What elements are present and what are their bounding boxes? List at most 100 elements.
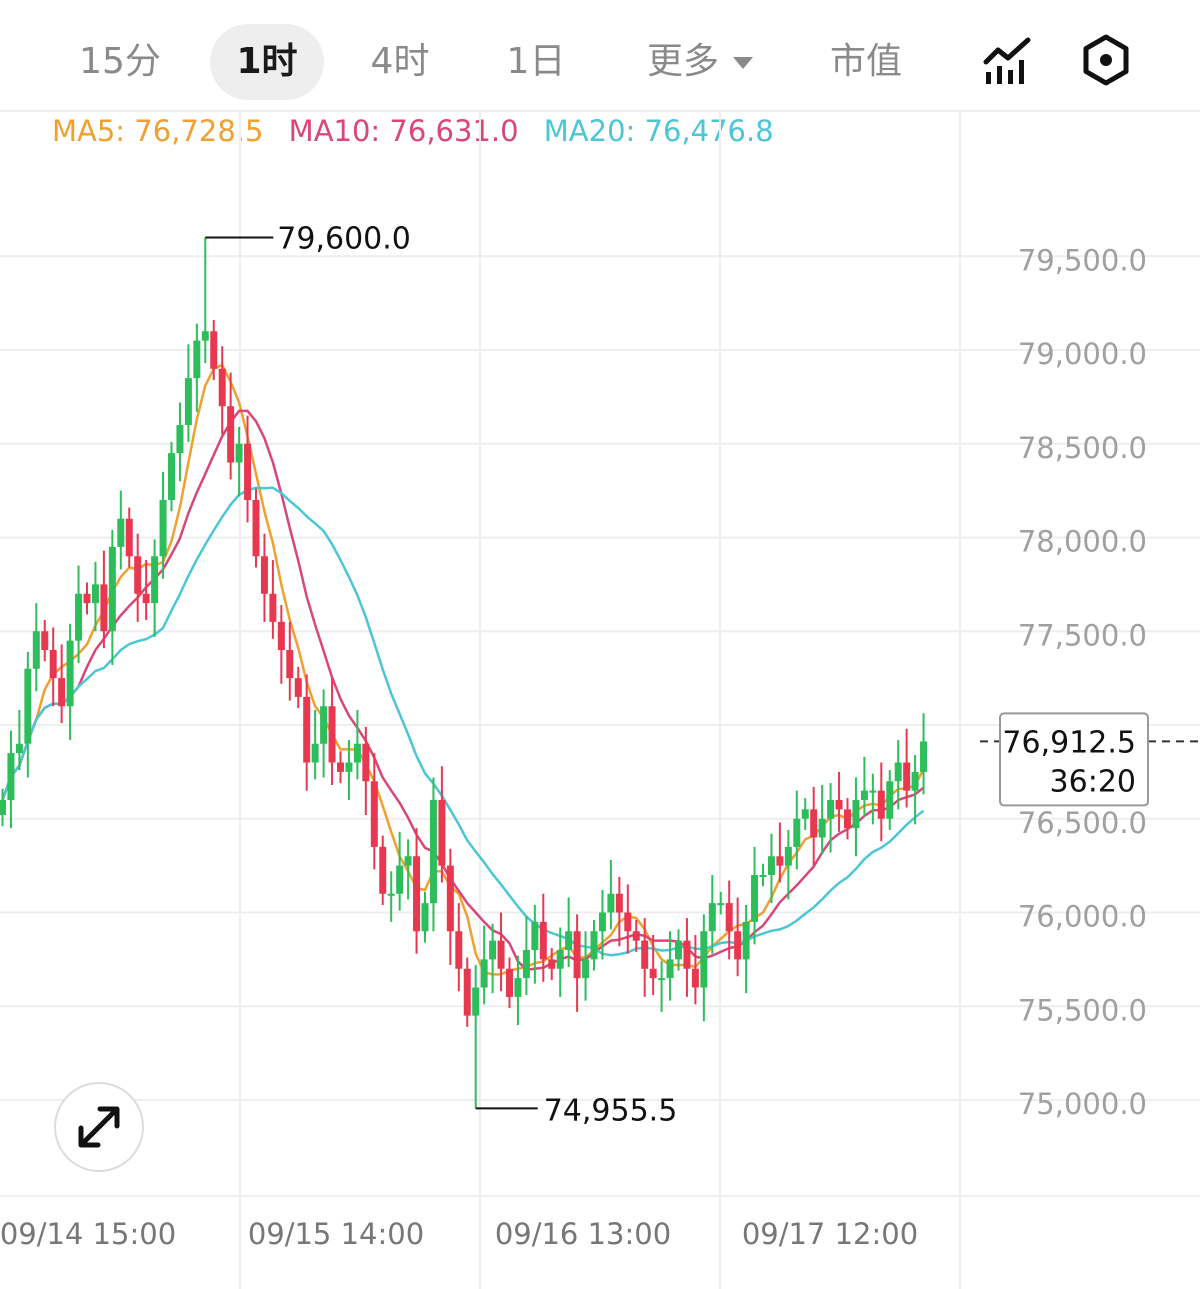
candle-body [489,940,497,960]
ma20-legend: MA20: 76,476.8 [543,114,774,148]
candle-body [168,453,175,500]
candle-body [24,668,32,744]
price-axis-labels: 79,500.0 79,000.0 78,500.0 78,000.0 77,500.0… [1018,243,1147,1121]
candle-body [700,931,708,988]
candle-body [725,903,733,932]
candle-body [911,771,919,791]
candle-body [751,875,759,922]
candle-body [717,903,725,906]
candle-body [531,921,539,950]
candle-body [320,706,328,744]
expand-arrows-icon [78,1106,120,1148]
candle-body [134,556,142,594]
tab-1h[interactable]: 1时 [210,24,324,100]
candle-body [252,500,260,557]
candle-body [683,940,691,969]
candle-body [15,743,23,754]
candle-body [641,940,649,969]
candle-body [151,556,159,604]
candle-body [852,800,860,829]
candle-body [810,809,818,838]
tab-15m[interactable]: 15分 [79,41,161,82]
candle-body [404,856,412,866]
candle-body [522,950,530,979]
candle-body [387,893,395,896]
price-tick-label: 78,500.0 [1018,431,1147,465]
candle-body [446,865,454,932]
candle-body [497,940,505,969]
candle-body [210,331,218,369]
price-tick-label: 79,500.0 [1018,243,1147,277]
candle-body [903,762,911,791]
time-tick-label: 09/17 12:00 [742,1217,918,1251]
candle-body [565,931,573,950]
candle-body [675,940,682,960]
tab-4h[interactable]: 4时 [370,41,430,82]
low-marker-label: 74,955.5 [544,1093,678,1128]
candle-body [869,790,877,793]
candle-body [438,800,446,866]
candle-body [125,518,133,557]
candle-body [556,950,564,969]
time-tick-label: 09/16 13:00 [495,1217,671,1251]
price-tick-label: 75,000.0 [1018,1087,1147,1121]
tab-more-label: 更多 [646,41,719,82]
tab-1d[interactable]: 1日 [506,41,566,82]
candle-body [413,856,421,932]
last-price-box [999,712,1149,807]
candle-body [624,912,632,932]
candle-body [269,593,277,622]
candle-body [184,378,192,425]
candle-body [472,987,480,1016]
candle-body [506,968,513,997]
settings-hex-icon[interactable] [1078,32,1134,88]
indicator-chart-icon[interactable] [980,32,1036,88]
candle-body [142,593,150,604]
tab-market-cap[interactable]: 市值 [829,41,902,82]
candle-body [480,959,488,988]
candle-body [548,959,556,969]
candle-body [353,743,361,763]
candle-body [311,743,319,763]
candle-body [362,743,370,782]
candlestick-chart[interactable]: 79,500.0 79,000.0 78,500.0 78,000.0 77,500.0… [0,112,1200,1289]
candle-body [793,818,801,847]
candle-body [734,931,742,960]
ma20-line [1,486,925,957]
high-marker-label: 79,600.0 [277,222,411,257]
candle-body [328,706,336,763]
candle-body [463,968,471,1016]
candle-body [91,584,99,604]
candle-body [455,931,463,969]
candle-body [801,809,809,819]
candle-body [286,650,294,679]
price-tick-label: 76,000.0 [1018,900,1147,934]
price-tick-label: 77,500.0 [1018,618,1147,652]
fullscreen-expand-button[interactable] [54,1082,144,1172]
candle-body [227,406,235,463]
candle-body [632,931,640,941]
candle-body [58,678,66,707]
candle-body [337,762,344,772]
candle-body [303,696,311,763]
candle-body [649,968,657,979]
tab-more-dropdown[interactable]: 更多 [626,24,774,100]
candle-body [345,762,353,772]
candle-body [776,856,784,866]
candle-body [615,893,623,913]
candle-body [41,631,49,650]
price-tick-label: 78,000.0 [1018,525,1147,559]
candle-body [429,800,437,904]
candle-body [708,903,716,932]
candle-body [66,640,74,707]
candle-body [658,978,666,981]
time-axis-labels: 09/14 15:00 09/15 14:00 09/16 13:00 09/17 1… [0,1217,918,1251]
last-price-tag: 76,912.5 36:20 [980,712,1200,807]
candle-body [421,903,429,932]
candle-body [83,593,91,604]
candle-body [514,978,522,997]
candle-body [582,959,590,979]
candle-body [32,631,40,669]
candle-body [218,368,226,407]
chevron-down-icon [733,57,753,69]
